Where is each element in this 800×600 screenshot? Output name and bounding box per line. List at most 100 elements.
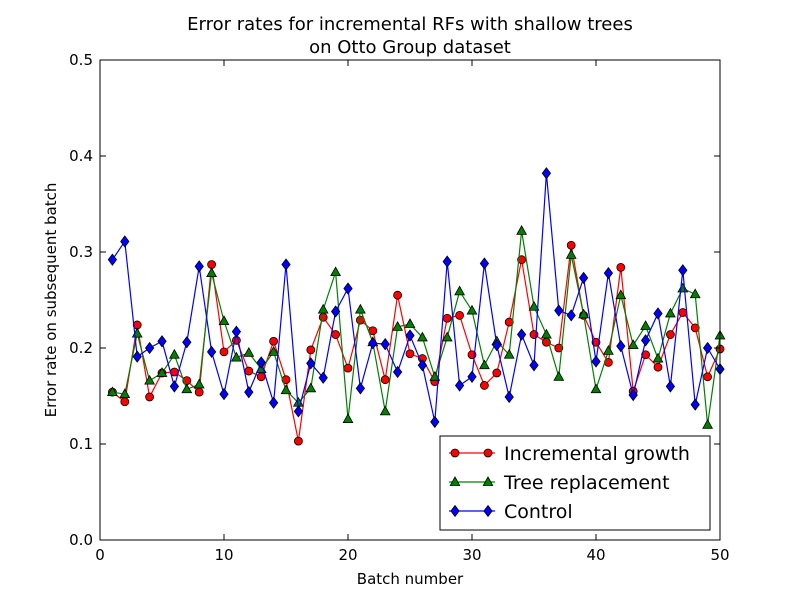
data-point <box>219 347 229 357</box>
x-tick-label: 50 <box>710 546 729 564</box>
data-point <box>280 384 292 395</box>
legend-marker <box>483 448 493 458</box>
axes-ticks: 0 10 20 30 40 50 0.0 0.1 0.2 0.3 0.4 0.5 <box>69 51 729 564</box>
data-point <box>627 339 639 350</box>
data-point <box>441 331 453 342</box>
data-point <box>590 383 602 394</box>
data-point <box>268 346 280 356</box>
data-point <box>144 374 156 385</box>
data-point <box>380 337 390 351</box>
data-point <box>306 357 316 370</box>
legend-marker <box>450 504 460 518</box>
data-point <box>416 331 428 342</box>
data-point <box>318 312 328 322</box>
data-point <box>404 318 416 328</box>
data-point <box>269 336 279 346</box>
data-point <box>168 348 180 359</box>
data-point <box>529 359 539 372</box>
data-point <box>194 260 204 273</box>
data-point <box>106 386 118 397</box>
y-axis-label: Error rate on subsequent batch <box>42 183 60 418</box>
chart-subtitle: on Otto Group dataset <box>309 37 511 58</box>
x-tick-label: 40 <box>586 546 605 564</box>
data-point <box>566 309 576 322</box>
data-point <box>529 330 539 339</box>
x-tick-label: 10 <box>214 546 233 564</box>
data-point <box>157 335 167 348</box>
data-point <box>392 321 404 331</box>
legend-entry: Control <box>449 501 573 523</box>
data-point <box>244 385 254 399</box>
x-tick-label: 30 <box>462 546 481 564</box>
data-point <box>193 378 205 389</box>
data-point <box>119 388 131 398</box>
data-point <box>615 289 627 300</box>
data-point <box>578 308 590 319</box>
data-point <box>256 372 266 382</box>
data-point <box>182 336 192 349</box>
data-point <box>566 240 576 250</box>
data-point <box>181 383 193 394</box>
data-point <box>591 355 601 368</box>
data-point <box>429 370 441 381</box>
data-point <box>393 290 403 300</box>
data-point <box>405 349 415 359</box>
data-point <box>640 334 651 347</box>
data-point <box>528 300 540 311</box>
y-tick-label: 0.3 <box>69 243 93 261</box>
y-tick-label: 0.5 <box>69 51 93 69</box>
data-point <box>578 271 589 285</box>
data-point <box>354 303 366 314</box>
data-point <box>504 390 514 404</box>
data-point <box>305 382 317 393</box>
data-point <box>331 330 341 339</box>
legend-label: Incremental growth <box>504 443 690 465</box>
data-point <box>554 304 564 317</box>
data-point <box>218 315 230 326</box>
data-point <box>342 413 354 423</box>
data-point <box>478 359 490 370</box>
x-axis-label: Batch number <box>357 570 464 588</box>
data-point <box>442 313 452 323</box>
data-point <box>652 352 664 363</box>
data-point <box>640 320 652 330</box>
data-point <box>690 398 700 411</box>
data-point <box>343 363 353 373</box>
data-point <box>702 418 714 429</box>
data-point <box>504 317 514 327</box>
data-point <box>678 308 688 317</box>
data-point <box>230 351 242 362</box>
plot-frame <box>99 59 721 541</box>
data-point <box>466 304 478 315</box>
data-point <box>256 356 266 369</box>
series-line <box>112 230 721 425</box>
y-tick-label: 0.2 <box>69 339 93 357</box>
data-point <box>219 387 229 401</box>
legend: Incremental growth Tree replacement Contro… <box>439 435 711 531</box>
data-point <box>144 341 155 355</box>
data-point <box>317 303 329 314</box>
legend-marker <box>450 448 460 458</box>
data-point <box>231 325 242 338</box>
data-point <box>417 359 428 372</box>
data-point <box>690 323 700 333</box>
data-point <box>244 366 254 376</box>
data-point <box>553 370 565 381</box>
data-point <box>455 310 465 320</box>
data-point <box>492 368 502 378</box>
data-point <box>306 345 316 355</box>
data-point <box>641 350 650 360</box>
data-point <box>442 255 452 268</box>
data-point <box>281 258 291 271</box>
data-point <box>603 266 614 280</box>
data-point <box>392 365 403 379</box>
data-point <box>479 381 489 390</box>
data-point <box>206 267 218 278</box>
y-tick-label: 0.0 <box>69 531 93 549</box>
data-point <box>503 348 515 359</box>
data-point <box>541 167 552 180</box>
legend-marker <box>449 476 461 486</box>
data-point <box>664 307 676 318</box>
data-point <box>207 260 217 269</box>
data-point <box>343 282 353 295</box>
